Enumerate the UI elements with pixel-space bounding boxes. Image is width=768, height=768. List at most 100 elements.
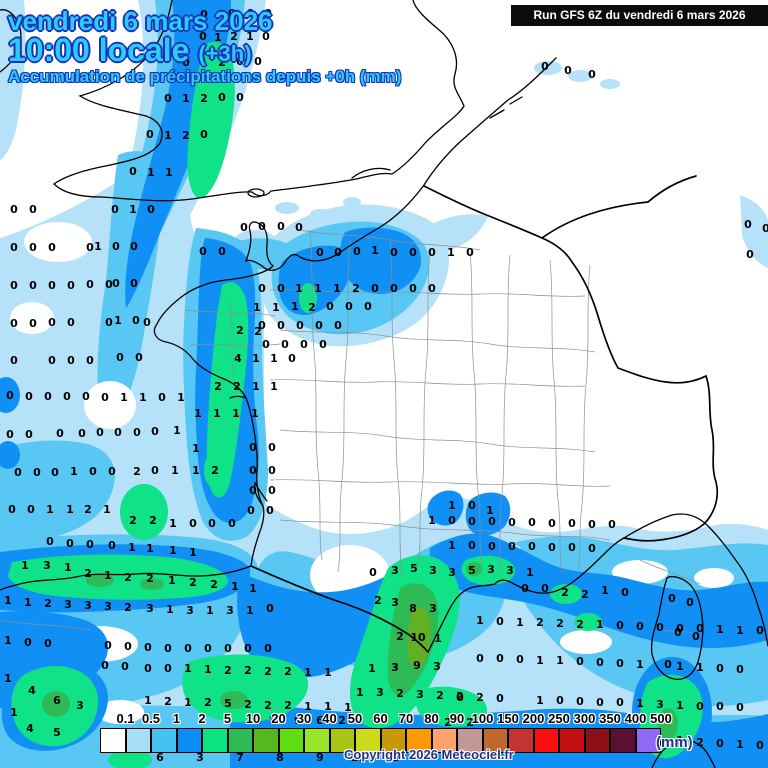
precip-value: 0 (228, 7, 236, 20)
precip-value: 3 (196, 751, 204, 764)
legend-swatch-90 (431, 728, 457, 753)
precip-value: 3 (64, 598, 72, 611)
legend-value-label: 150 (497, 711, 519, 726)
precip-value: 0 (27, 503, 35, 516)
precip-value: 0 (249, 484, 257, 497)
precip-value: 0 (67, 316, 75, 329)
precip-value: 0 (588, 518, 596, 531)
precip-value: 2 (182, 129, 190, 142)
legend-value-label: 1 (172, 711, 181, 726)
precip-value: 0 (200, 128, 208, 141)
precip-value: 1 (189, 546, 197, 559)
precip-value: 1 (304, 700, 312, 713)
precip-value: 0 (112, 277, 120, 290)
legend-value-label: 350 (599, 711, 621, 726)
precip-value: 2 (254, 325, 262, 338)
precip-value: 1 (536, 654, 544, 667)
precip-value: 3 (226, 604, 234, 617)
precip-value: 2 (374, 594, 382, 607)
precip-value: 0 (746, 248, 754, 261)
precip-value: 2 (211, 464, 219, 477)
precip-value: 0 (116, 351, 124, 364)
precip-value: 1 (272, 301, 280, 314)
precip-area-heavy (8, 41, 703, 768)
precip-value: 1 (4, 634, 12, 647)
precip-value: 2 (536, 616, 544, 629)
precip-value: 1 (636, 697, 644, 710)
legend-value-label: 100 (471, 711, 494, 726)
precip-value: 2 (264, 665, 272, 678)
precip-value: 8 (409, 602, 417, 615)
precip-value: 3 (416, 688, 424, 701)
precip-value: 0 (130, 240, 138, 253)
precip-value: 0 (208, 517, 216, 530)
precip-value: 0 (258, 220, 266, 233)
precip-value: 1 (736, 738, 744, 751)
precip-value: 0 (67, 354, 75, 367)
precip-value: 2 (244, 698, 252, 711)
precip-value: 1 (194, 407, 202, 420)
precip-value: 0 (496, 652, 504, 665)
precip-value: 0 (696, 622, 704, 635)
precip-value: 0 (616, 657, 624, 670)
precip-value: 1 (4, 672, 12, 685)
precip-value: 18 (384, 751, 399, 764)
precip-value: 0 (466, 246, 474, 259)
precip-value: 1 (147, 166, 155, 179)
precip-value: 0 (588, 68, 596, 81)
precip-value: 0 (218, 245, 226, 258)
precip-value: 1 (246, 604, 254, 617)
precip-value: 2 (696, 736, 704, 749)
legend-value-label: 90 (449, 711, 465, 726)
precip-value: 1 (232, 407, 240, 420)
precip-value: 3 (146, 602, 154, 615)
legend-swatch-50 (329, 728, 355, 753)
precip-value: 0 (277, 319, 285, 332)
precip-value: 0 (596, 656, 604, 669)
precip-value: 1 (184, 696, 192, 709)
precip-value: 1 (94, 240, 102, 253)
precip-value: 0 (686, 596, 694, 609)
precip-value: 0 (10, 203, 18, 216)
precip-value: 1 (171, 464, 179, 477)
precip-value: 0 (147, 203, 155, 216)
precip-value: 0 (51, 466, 59, 479)
precip-value: 1 (304, 666, 312, 679)
precip-value: 1 (24, 596, 32, 609)
precip-value: 0 (277, 220, 285, 233)
precip-value: 0 (249, 441, 257, 454)
precip-value: 1 (636, 658, 644, 671)
precip-value: 0 (133, 426, 141, 439)
precip-value: 1 (173, 424, 181, 437)
precip-value: 1 (184, 662, 192, 675)
precip-value: 1 (206, 604, 214, 617)
precip-value: 0 (258, 319, 266, 332)
precip-value: 1 (696, 661, 704, 674)
precip-value: 0 (528, 516, 536, 529)
precip-value: 0 (548, 517, 556, 530)
precip-value: 0 (266, 602, 274, 615)
forecast-time: 10:00 locale (+3h) (8, 32, 252, 69)
legend-swatch-5 (202, 728, 228, 753)
precip-value: 0 (10, 279, 18, 292)
precip-value: 0 (6, 428, 14, 441)
precip-value: 0 (295, 221, 303, 234)
precip-value: 14 (268, 714, 284, 727)
precip-value: 0 (636, 620, 644, 633)
precip-value: 0 (696, 700, 704, 713)
legend-value-label: 40 (322, 711, 337, 726)
precip-value: 6 (156, 751, 164, 764)
precip-value: 2 (224, 664, 232, 677)
precip-value: 0 (264, 642, 272, 655)
legend-value-label: 0.1 (116, 711, 135, 726)
precip-value: 0 (29, 279, 37, 292)
precip-value: 3 (391, 661, 399, 674)
precip-value: 3 (487, 563, 495, 576)
precip-value: 4 (26, 722, 34, 735)
precip-value: 0 (132, 314, 140, 327)
precip-value: 2 (218, 56, 226, 69)
precip-value: 0 (756, 739, 764, 752)
legend-swatch-80 (406, 728, 432, 753)
precip-value: 1 (448, 539, 456, 552)
